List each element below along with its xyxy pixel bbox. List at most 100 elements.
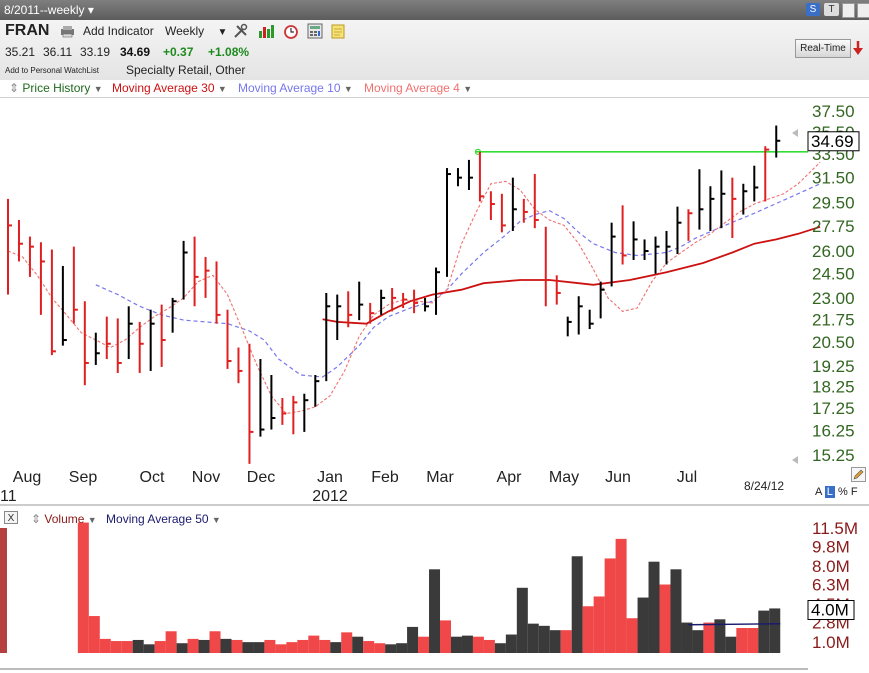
scroll-up-icon[interactable] (792, 129, 798, 137)
price-bar (116, 318, 122, 373)
ma30-indicator[interactable]: Moving Average 30 ▼ (112, 81, 227, 95)
volume-tick-label: 9.8M (812, 537, 850, 556)
volume-bar (714, 619, 726, 653)
timeframe-dropdown[interactable]: 8/2011--weekly ▾ (4, 3, 94, 17)
volume-indicator[interactable]: ⇕ Volume ▼ (31, 512, 97, 526)
scale-l-button[interactable]: L (824, 486, 835, 498)
volume-bar (659, 584, 671, 653)
date-axis: Aug Sep Oct Nov Dec Jan Feb Mar Apr May Jun Jul 11 20… (0, 469, 697, 505)
price-tick-label: 16.25 (812, 422, 855, 441)
volume-bar (187, 638, 199, 653)
volume-bar (396, 643, 408, 653)
price-bar (610, 222, 616, 287)
price-bar (259, 359, 265, 437)
maximize-icon[interactable] (857, 3, 869, 18)
add-indicator-button[interactable]: Add Indicator (83, 24, 154, 38)
scale-f-button[interactable]: F (850, 486, 858, 498)
ma4-line (7, 161, 821, 415)
volume-bar (165, 631, 177, 653)
drag-handle-icon: ⇕ (31, 512, 42, 526)
chevron-down-icon: ▼ (211, 515, 221, 525)
month-label: Apr (497, 469, 523, 486)
price-bar (424, 297, 430, 312)
price-history-indicator[interactable]: ⇕ Price History ▼ (9, 81, 103, 95)
price-bar (456, 168, 462, 187)
printer-icon[interactable] (60, 25, 75, 38)
volume-bar (385, 644, 397, 653)
volume-bar (319, 639, 331, 653)
volume-bar (297, 639, 309, 653)
price-bar (182, 240, 188, 300)
scale-percent-button[interactable]: % (837, 486, 848, 498)
industry-label: Specialty Retail, Other (126, 63, 246, 77)
chevron-down-icon: ▼ (87, 515, 97, 525)
volume-bar (440, 620, 451, 653)
price-bar (28, 236, 34, 277)
ma50-indicator[interactable]: Moving Average 50 ▼ (106, 512, 221, 526)
s-menu-button[interactable]: S (806, 3, 820, 16)
volume-ma50-line (688, 623, 781, 626)
volume-bar (560, 630, 572, 653)
ma10-indicator[interactable]: Moving Average 10 ▼ (238, 81, 353, 95)
price-bar (292, 395, 298, 435)
volume-bar (670, 569, 682, 653)
window-title: 8/2011--weekly (4, 3, 85, 17)
current-volume-box (807, 600, 855, 621)
high-price: 36.11 (43, 45, 73, 59)
price-tick-label: 31.50 (812, 169, 855, 188)
price-tick-label: 18.25 (812, 377, 855, 396)
price-bar (621, 205, 627, 265)
volume-bar (450, 636, 462, 653)
month-label: Oct (140, 469, 165, 486)
calculator-icon[interactable] (307, 23, 323, 39)
price-bar (215, 261, 221, 324)
volume-bar (176, 643, 188, 653)
scroll-down-icon[interactable] (792, 456, 798, 464)
alarm-clock-icon[interactable] (283, 23, 299, 39)
volume-bar (231, 639, 243, 653)
volume-bar (571, 556, 583, 653)
last-price-box (807, 131, 860, 152)
chevron-down-icon: ▼ (217, 27, 228, 38)
volume-bar (681, 622, 693, 653)
price-bar (160, 304, 166, 367)
price-bar (83, 301, 89, 386)
pencil-icon[interactable] (851, 467, 866, 482)
quote-header: FRAN Add Indicator Weekly ▼ 35.21 36.11 … (0, 20, 869, 81)
scale-a-button[interactable]: A (815, 486, 822, 498)
minimize-icon[interactable] (842, 3, 855, 18)
price-bar (193, 236, 199, 307)
month-label: Feb (371, 469, 399, 486)
chevron-down-icon: ▼ (93, 84, 103, 94)
tools-icon[interactable] (233, 23, 249, 39)
volume-bar (461, 635, 473, 653)
price-tick-label: 17.25 (812, 399, 855, 418)
close-price: 34.69 (120, 45, 151, 59)
ma4-indicator[interactable]: Moving Average 4 ▼ (364, 81, 472, 95)
realtime-button[interactable]: Real-Time (795, 39, 851, 58)
price-bar (467, 159, 473, 190)
scale-buttons: A L % F (815, 486, 858, 498)
notes-icon[interactable] (331, 23, 346, 39)
price-bar (687, 209, 693, 241)
month-label: May (549, 469, 579, 486)
price-bar (533, 174, 539, 229)
volume-bar (494, 643, 506, 653)
volume-bar (0, 528, 7, 653)
symbol-input[interactable]: FRAN (5, 22, 50, 39)
period-select[interactable]: Weekly ▼ (165, 24, 227, 38)
price-bar (489, 191, 495, 220)
bar-chart-icon[interactable] (258, 24, 275, 38)
volume-bar (275, 644, 287, 653)
tv-button[interactable]: T (824, 3, 839, 16)
price-bar (61, 266, 67, 346)
price-bar (478, 151, 484, 202)
close-volume-panel-button[interactable]: X (4, 511, 19, 525)
price-bar (522, 198, 528, 223)
price-bar (325, 292, 331, 382)
chevron-down-icon: ▾ (87, 3, 94, 17)
price-plot-area (7, 125, 821, 464)
add-to-watchlist-link[interactable]: Add to Personal WatchList (5, 66, 99, 75)
